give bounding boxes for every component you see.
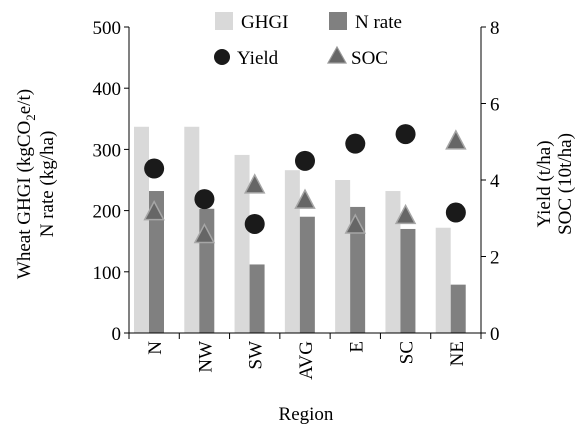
right-tick-label: 6 [490,95,500,116]
bar-n-rate-e [350,206,366,333]
x-tick-label-ne: NE [447,341,468,366]
point-soc-e [344,213,367,234]
left-axis-title-line1: Wheat GHGI (kgCO2e/t) [14,89,38,279]
bar-n-rate-sw [249,264,265,333]
right-tick-label: 0 [490,324,500,345]
bar-ghgi-e [335,180,351,333]
point-yield-e [345,133,366,154]
left-tick-label: 300 [93,140,122,161]
markers-layer [143,124,467,244]
point-yield-sc [395,124,416,145]
left-tick-label: 100 [93,263,122,284]
bar-ghgi-sc [385,191,401,333]
point-yield-avg [295,150,315,171]
bar-n-rate-nw [199,208,215,333]
bar-n-rate-avg [299,216,315,333]
right-axis-title-line1: Yield (t/ha) [534,140,555,227]
left-tick-label: 500 [93,18,122,39]
legend-marker-yield [214,49,230,65]
legend-marker-soc [326,45,348,64]
left-tick-label: 400 [93,79,122,100]
bar-ghgi-avg [284,170,300,333]
point-yield-sw [244,213,265,234]
point-yield-ne [445,202,466,223]
bar-ghgi-nw [184,126,200,333]
bar-n-rate-n [149,191,164,333]
x-tick-label-nw: NW [195,341,216,373]
point-yield-nw [194,189,215,210]
point-soc-avg [294,188,316,209]
legend-label-yield: Yield [237,48,279,69]
x-tick-label-sw: SW [246,341,267,370]
point-soc-sw [243,173,266,194]
x-tick-label-n: N [145,341,166,355]
legend-label-soc: SOC [351,48,388,69]
bar-ghgi-n [134,126,149,333]
legend-label-ghgi: GHGI [241,12,289,33]
point-soc-sc [394,203,417,225]
axes-layer: 0 100 200 300 400 500 0 2 4 6 8 N NW SW AVG E SC NE [93,18,501,380]
right-tick-label: 8 [490,18,500,39]
right-axis-title-line2: SOC (10t/ha) [555,133,576,235]
bar-n-rate-sc [400,228,416,333]
bars-layer [134,126,466,333]
right-tick-label: 4 [490,171,500,192]
legend-swatch-n-rate [329,12,347,30]
right-tick-label: 2 [490,248,500,269]
bar-n-rate-ne [450,284,466,333]
point-soc-ne [445,129,467,150]
x-tick-label-sc: SC [397,341,418,364]
legend-swatch-ghgi [215,12,233,30]
bar-ghgi-ne [435,227,451,333]
point-yield-n [144,158,165,179]
x-axis-title: Region [279,404,334,425]
point-soc-n [143,199,165,221]
left-axis-title-line2: N rate (kg/ha) [37,131,58,238]
legend-label-n-rate: N rate [355,12,402,33]
legend: GHGI N rate Yield SOC [214,12,402,69]
point-soc-nw [193,222,216,244]
x-tick-label-e: E [346,341,367,353]
x-tick-label-avg: AVG [296,341,317,380]
plot-area: 0 100 200 300 400 500 0 2 4 6 8 N NW SW AVG E SC NE [93,18,501,380]
left-tick-label: 200 [93,202,122,223]
left-tick-label: 0 [112,324,122,345]
bar-ghgi-sw [234,154,250,333]
